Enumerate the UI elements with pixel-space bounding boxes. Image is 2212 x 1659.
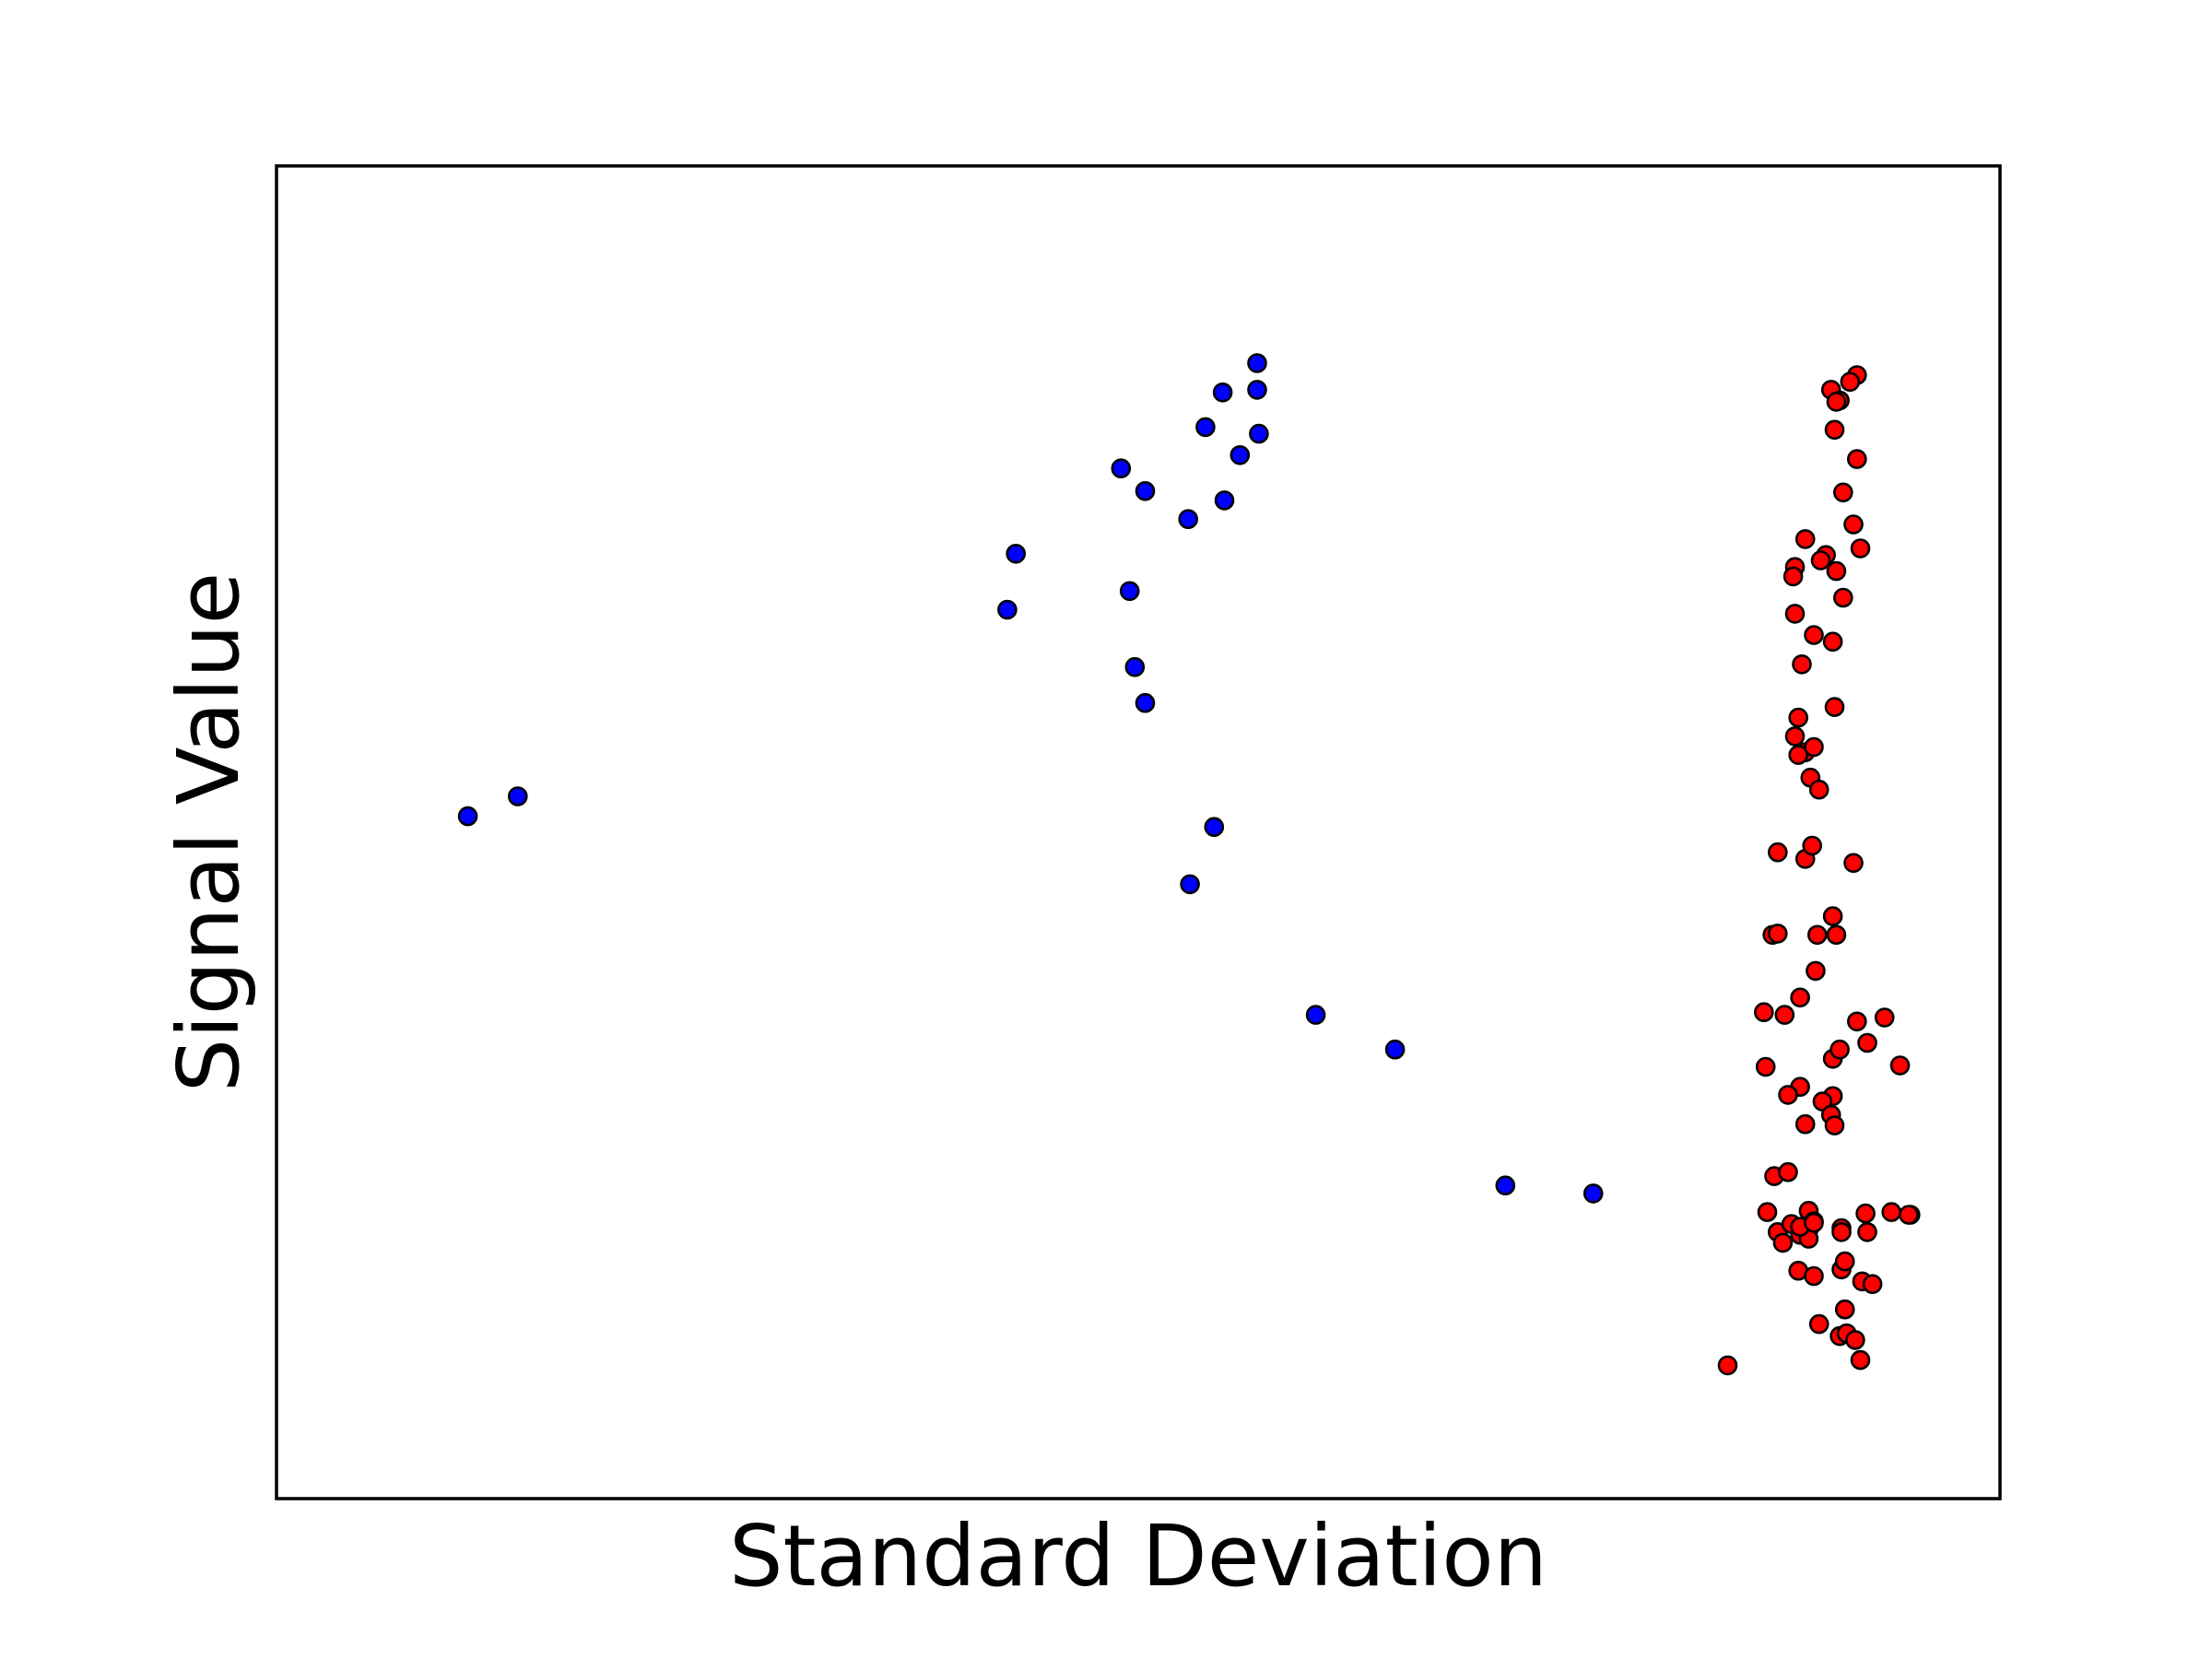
scatter-point-series-2-15 — [1826, 560, 1847, 582]
scatter-point-series-2-6 — [1843, 514, 1864, 535]
scatter-point-series-2-26 — [1804, 736, 1824, 758]
scatter-point-series-2-56 — [1824, 1115, 1845, 1135]
scatter-point-series-2-62 — [1778, 1161, 1798, 1182]
scatter-point-series-2-37 — [1826, 924, 1847, 946]
scatter-point-series-2-33 — [1843, 853, 1864, 874]
plot-area-frame — [275, 164, 2002, 1500]
scatter-point-series-1-12 — [1180, 874, 1200, 895]
scatter-point-series-2-82 — [1862, 1274, 1883, 1294]
scatter-point-series-2-27 — [1788, 745, 1808, 765]
scatter-point-series-1-19 — [1249, 423, 1269, 444]
scatter-point-series-2-42 — [1774, 1005, 1795, 1025]
scatter-point-series-2-51 — [1778, 1085, 1798, 1105]
scatter-point-series-1-8 — [1135, 480, 1156, 501]
scatter-point-series-1-7 — [1124, 656, 1146, 677]
scatter-point-series-1-3 — [997, 599, 1018, 620]
scatter-point-series-1-2 — [507, 786, 528, 806]
scatter-point-series-2-79 — [1772, 1232, 1794, 1253]
scatter-point-series-2-4 — [1840, 371, 1861, 393]
scatter-point-series-2-38 — [1822, 906, 1843, 926]
scatter-point-series-2-43 — [1847, 1011, 1867, 1032]
scatter-point-series-2-5 — [1824, 419, 1845, 441]
scatter-point-series-2-32 — [1802, 835, 1822, 856]
scatter-point-series-1-14 — [1214, 490, 1235, 511]
scatter-point-series-2-20 — [1822, 631, 1843, 653]
scatter-point-series-2-71 — [1804, 1212, 1824, 1233]
scatter-point-series-2-60 — [1834, 1251, 1855, 1272]
scatter-point-series-1-10 — [1178, 509, 1198, 530]
scatter-point-series-2-41 — [1754, 1002, 1774, 1022]
scatter-point-series-1-18 — [1247, 353, 1267, 373]
scatter-point-series-2-8 — [1833, 482, 1853, 503]
data-points-layer — [457, 353, 1921, 1376]
scatter-point-series-2-68 — [1757, 1202, 1778, 1222]
y-axis-label: Signal Value — [159, 572, 258, 1093]
scatter-point-series-2-22 — [1788, 707, 1808, 728]
scatter-point-series-1-11 — [1195, 417, 1216, 438]
scatter-point-series-1-17 — [1247, 380, 1267, 400]
scatter-point-series-2-54 — [1794, 1113, 1816, 1135]
scatter-point-series-2-86 — [1845, 1330, 1865, 1350]
scatter-point-series-2-47 — [1830, 1039, 1850, 1060]
scatter-point-series-2-9 — [1847, 449, 1867, 469]
scatter-point-series-2-16 — [1783, 566, 1804, 587]
scatter-point-series-2-36 — [1807, 924, 1828, 946]
scatter-point-series-2-23 — [1824, 697, 1845, 717]
scatter-point-series-1-9 — [1135, 692, 1156, 713]
scatter-point-series-2-40 — [1790, 987, 1810, 1008]
scatter-point-series-1-21 — [1384, 1039, 1406, 1060]
scatter-point-series-2-39 — [1806, 960, 1826, 982]
scatter-point-series-2-48 — [1889, 1055, 1911, 1076]
scatter-point-series-2-7 — [1850, 538, 1871, 559]
scatter-point-series-2-78 — [1855, 1203, 1876, 1224]
scatter-point-series-2-80 — [1804, 1265, 1824, 1287]
scatter-point-series-1-1 — [457, 806, 478, 827]
scatter-point-series-2-30 — [1768, 841, 1788, 863]
scatter-point-series-2-44 — [1874, 1007, 1895, 1028]
scatter-point-series-2-49 — [1755, 1056, 1776, 1077]
scatter-point-series-2-19 — [1804, 625, 1824, 645]
scatter-point-series-2-75 — [1881, 1202, 1901, 1222]
scatter-point-series-2-73 — [1831, 1222, 1852, 1242]
scatter-point-series-1-20 — [1305, 1005, 1326, 1025]
scatter-point-series-2-74 — [1857, 1222, 1877, 1242]
scatter-point-series-2-29 — [1808, 779, 1830, 800]
scatter-point-series-2-89 — [1717, 1355, 1738, 1376]
scatter-point-series-2-87 — [1834, 1299, 1855, 1320]
scatter-point-series-2-83 — [1808, 1313, 1830, 1335]
scatter-point-series-1-5 — [1111, 458, 1132, 479]
scatter-point-series-2-77 — [1899, 1205, 1919, 1225]
scatter-point-series-2-14 — [1810, 550, 1831, 571]
scatter-point-series-1-15 — [1204, 817, 1225, 838]
scatter-point-series-1-4 — [1006, 543, 1026, 564]
scatter-point-series-2-35 — [1768, 924, 1788, 944]
scatter-point-series-2-21 — [1792, 653, 1812, 675]
scatter-point-series-2-17 — [1833, 587, 1853, 608]
scatter-point-series-2-88 — [1850, 1349, 1871, 1371]
scatter-point-series-1-23 — [1583, 1183, 1604, 1204]
scatter-point-series-2-11 — [1794, 529, 1816, 549]
x-axis-label: Standard Deviation — [729, 1507, 1547, 1606]
scatter-point-series-2-24 — [1784, 726, 1806, 747]
scatter-point-series-1-16 — [1230, 444, 1251, 465]
scatter-point-series-1-6 — [1119, 581, 1140, 602]
scatter-point-series-2-45 — [1857, 1032, 1877, 1053]
scatter-point-series-1-13 — [1212, 382, 1233, 403]
scatter-point-series-1-22 — [1495, 1175, 1516, 1195]
scatter-point-series-2-18 — [1784, 604, 1806, 624]
scatter-point-series-2-10 — [1826, 392, 1847, 412]
